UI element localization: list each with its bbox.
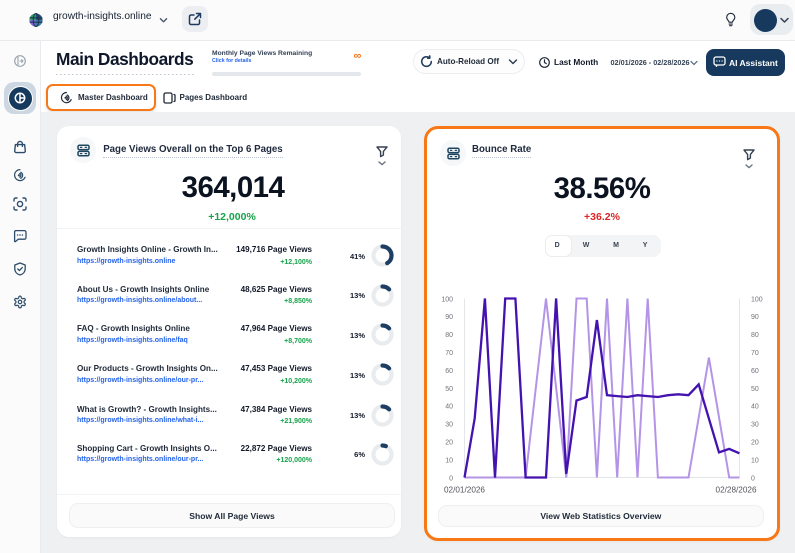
svg-text:80: 80 bbox=[445, 332, 453, 339]
svg-text:02/28/2026: 02/28/2026 bbox=[716, 486, 757, 495]
svg-text:0: 0 bbox=[751, 475, 755, 482]
svg-text:10: 10 bbox=[751, 457, 759, 464]
svg-text:100: 100 bbox=[751, 296, 763, 303]
svg-text:100: 100 bbox=[441, 296, 453, 303]
svg-text:60: 60 bbox=[445, 368, 453, 375]
svg-text:50: 50 bbox=[445, 386, 453, 393]
svg-text:02/01/2026: 02/01/2026 bbox=[444, 486, 485, 495]
svg-text:30: 30 bbox=[751, 422, 759, 429]
svg-text:50: 50 bbox=[751, 386, 759, 393]
svg-text:70: 70 bbox=[751, 350, 759, 357]
svg-text:90: 90 bbox=[445, 314, 453, 321]
svg-text:20: 20 bbox=[445, 440, 453, 447]
svg-text:70: 70 bbox=[445, 350, 453, 357]
svg-text:0: 0 bbox=[449, 475, 453, 482]
svg-text:40: 40 bbox=[751, 404, 759, 411]
svg-text:10: 10 bbox=[445, 457, 453, 464]
svg-text:60: 60 bbox=[751, 368, 759, 375]
svg-text:90: 90 bbox=[751, 314, 759, 321]
svg-text:20: 20 bbox=[751, 440, 759, 447]
svg-text:40: 40 bbox=[445, 404, 453, 411]
svg-text:80: 80 bbox=[751, 332, 759, 339]
svg-text:30: 30 bbox=[445, 422, 453, 429]
